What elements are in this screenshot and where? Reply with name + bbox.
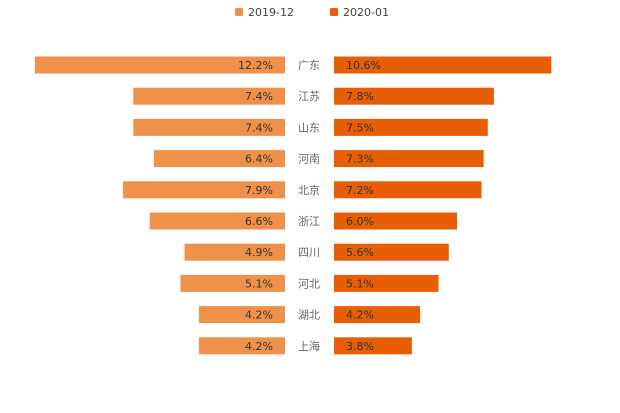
bar-2020-01-7 <box>334 243 449 261</box>
category-label-3: 山东 <box>298 121 320 134</box>
value-label-2019-12-5: 7.9% <box>245 184 273 197</box>
category-label-1: 广东 <box>298 59 320 72</box>
value-label-2020-01-6: 6.0% <box>346 215 374 228</box>
value-label-2020-01-10: 3.8% <box>346 340 374 353</box>
bar-2019-12-5 <box>123 181 285 199</box>
bar-2019-12-9 <box>198 306 285 324</box>
legend-label-2020-01: 2020-01 <box>343 6 389 19</box>
bar-2020-01-6 <box>334 212 457 230</box>
bar-2019-12-3 <box>133 118 285 136</box>
category-label-9: 湖北 <box>298 309 320 322</box>
legend-label-2019-12: 2019-12 <box>248 6 294 19</box>
value-label-2020-01-1: 10.6% <box>346 59 381 72</box>
value-label-2019-12-8: 5.1% <box>245 277 273 290</box>
value-label-2019-12-7: 4.9% <box>245 246 273 259</box>
bar-2019-12-8 <box>180 274 285 292</box>
bar-2019-12-1 <box>34 56 286 74</box>
bar-2020-01-8 <box>334 274 439 292</box>
bar-2020-01-2 <box>334 87 494 105</box>
bar-2020-01-4 <box>334 150 484 168</box>
bar-2020-01-10 <box>334 337 412 355</box>
value-label-2020-01-5: 7.2% <box>346 184 374 197</box>
bar-2019-12-7 <box>184 243 285 261</box>
bar-2019-12-4 <box>153 150 285 168</box>
category-label-5: 北京 <box>298 183 320 197</box>
bar-2019-12-2 <box>133 87 285 105</box>
category-label-6: 浙江 <box>298 215 320 228</box>
bar-2020-01-3 <box>334 118 488 136</box>
category-label-4: 河南 <box>298 153 320 166</box>
legend: 2019-12 2020-01 <box>235 6 389 19</box>
value-label-2019-12-1: 12.2% <box>238 59 273 72</box>
value-label-2019-12-10: 4.2% <box>245 340 273 353</box>
value-label-2019-12-3: 7.4% <box>245 121 273 134</box>
bar-2019-12-6 <box>149 212 285 230</box>
bar-2019-12-10 <box>198 337 285 355</box>
bar-2020-01-1 <box>334 56 552 74</box>
bar-2020-01-5 <box>334 181 482 199</box>
category-label-7: 四川 <box>298 246 320 259</box>
value-labels: 12.2% 10.6% 7.4% 7.8% 7.4% 7.5% 6.4% 7.3% 7.9% 7.… <box>238 59 381 353</box>
bar-2020-01-9 <box>334 306 421 324</box>
legend-swatch-2020-01 <box>330 8 338 16</box>
value-label-2020-01-3: 7.5% <box>346 121 374 134</box>
value-label-2019-12-2: 7.4% <box>245 90 273 103</box>
category-label-8: 河北 <box>298 277 320 290</box>
category-label-2: 江苏 <box>298 90 320 103</box>
value-label-2020-01-2: 7.8% <box>346 90 374 103</box>
value-label-2019-12-4: 6.4% <box>245 153 273 166</box>
value-label-2020-01-4: 7.3% <box>346 153 374 166</box>
category-label-10: 上海 <box>298 339 320 353</box>
value-label-2020-01-7: 5.6% <box>346 246 374 259</box>
value-label-2019-12-9: 4.2% <box>245 309 273 322</box>
value-label-2020-01-8: 5.1% <box>346 277 374 290</box>
bars-group <box>34 56 552 355</box>
value-label-2019-12-6: 6.6% <box>245 215 273 228</box>
value-label-2020-01-9: 4.2% <box>346 309 374 322</box>
legend-swatch-2019-12 <box>235 8 243 16</box>
